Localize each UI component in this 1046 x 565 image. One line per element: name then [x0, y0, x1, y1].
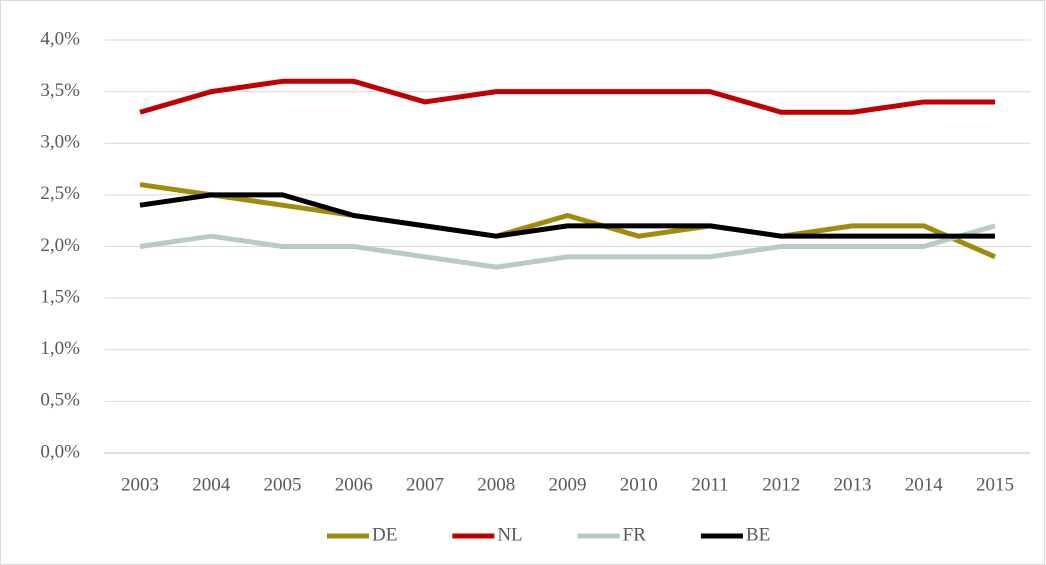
series-line — [139, 223, 996, 270]
y-tick-label: 3,0% — [40, 132, 80, 153]
series-line — [139, 192, 995, 239]
x-tick-label: 2008 — [477, 474, 515, 495]
y-tick-label: 1,0% — [40, 338, 80, 359]
legend-label: DE — [372, 524, 397, 545]
y-tick-label: 4,0% — [40, 28, 80, 49]
x-tick-label: 2014 — [905, 474, 944, 495]
legend-label: NL — [497, 524, 522, 545]
x-tick-label: 2012 — [762, 474, 800, 495]
y-tick-label: 1,5% — [40, 286, 80, 307]
y-tick-label: 2,5% — [40, 183, 80, 204]
y-tick-label: 0,0% — [40, 441, 80, 462]
x-tick-label: 2006 — [335, 474, 373, 495]
x-tick-label: 2010 — [620, 474, 658, 495]
x-tick-label: 2013 — [833, 474, 871, 495]
x-tick-label: 2007 — [406, 474, 444, 495]
x-tick-label: 2005 — [264, 474, 302, 495]
legend-label: BE — [746, 524, 770, 545]
x-tick-label: 2003 — [121, 474, 159, 495]
x-tick-label: 2011 — [691, 474, 728, 495]
y-tick-label: 0,5% — [40, 390, 80, 411]
legend-label: FR — [623, 524, 647, 545]
x-tick-label: 2015 — [976, 474, 1014, 495]
series-line — [139, 182, 996, 260]
y-tick-label: 2,0% — [40, 235, 80, 256]
y-tick-label: 3,5% — [40, 80, 80, 101]
series-line — [139, 78, 995, 115]
x-tick-label: 2004 — [192, 474, 231, 495]
x-tick-label: 2009 — [549, 474, 587, 495]
